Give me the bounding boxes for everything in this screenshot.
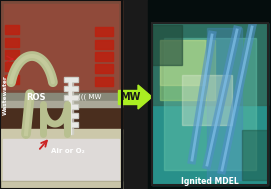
Bar (65, 96, 77, 99)
Bar (0, 101, 122, 107)
Bar (0, 0, 122, 189)
Polygon shape (138, 85, 152, 109)
Bar (68, 79, 73, 134)
Bar (152, 23, 268, 105)
Bar (65, 114, 77, 117)
Text: MW: MW (120, 92, 140, 102)
Bar (242, 130, 268, 180)
Bar (5, 25, 19, 34)
Bar (69, 79, 71, 134)
Bar (164, 38, 256, 170)
Bar (64, 113, 78, 118)
Text: ROS: ROS (26, 92, 46, 101)
Bar (65, 123, 77, 126)
Bar (95, 64, 113, 73)
Bar (65, 105, 77, 108)
Bar (2, 182, 120, 187)
Bar (182, 75, 232, 125)
Bar (64, 95, 78, 100)
Text: Wastewater: Wastewater (2, 75, 8, 115)
Bar (152, 23, 268, 185)
Bar (152, 23, 268, 185)
Bar (64, 122, 78, 127)
Bar (65, 78, 77, 81)
Bar (3, 139, 119, 185)
Bar (5, 38, 19, 47)
Bar (65, 87, 77, 90)
Bar (0, 0, 122, 189)
Bar (160, 40, 205, 85)
Bar (95, 40, 113, 49)
Bar (160, 40, 215, 100)
Text: Ignited MDEL: Ignited MDEL (181, 177, 239, 187)
Bar (5, 50, 19, 59)
Bar (118, 90, 138, 104)
Bar (148, 0, 271, 189)
Text: ((( MW: ((( MW (78, 94, 102, 100)
Bar (64, 104, 78, 109)
Bar (0, 93, 122, 101)
Bar (0, 0, 122, 134)
Bar (4, 4, 118, 89)
Bar (0, 129, 122, 189)
Bar (64, 86, 78, 91)
Bar (95, 27, 113, 36)
Bar (0, 0, 122, 94)
Bar (95, 52, 113, 61)
Bar (0, 181, 122, 189)
Text: Air or O₂: Air or O₂ (51, 148, 85, 154)
Bar (5, 75, 19, 84)
Bar (207, 28, 242, 180)
Bar (64, 77, 78, 82)
Bar (95, 77, 113, 86)
Bar (152, 25, 182, 65)
Bar (5, 62, 19, 71)
